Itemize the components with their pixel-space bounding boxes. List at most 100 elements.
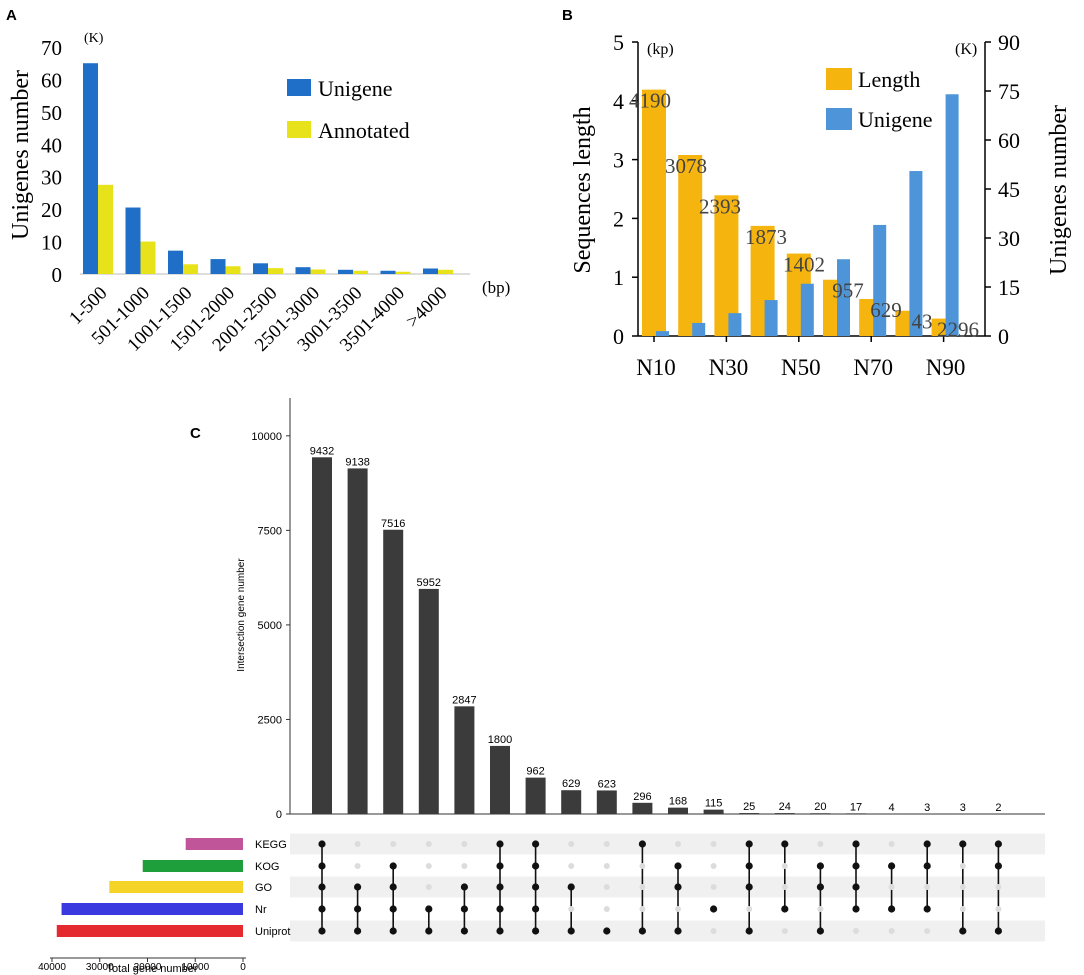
panel-b-y2-tick-4: 60 <box>998 128 1020 153</box>
panel-a-bar-unigene-4 <box>253 263 268 274</box>
panel-b-data-label-1: 3078 <box>665 154 707 178</box>
panel-c-matrix-dot-7-3 <box>568 906 575 912</box>
panel-c-matrix-dot-3-2 <box>425 884 432 890</box>
panel-c-bar-label-19: 2 <box>995 802 1001 814</box>
panel-c-set-axis-tick-0: 40000 <box>38 962 66 973</box>
panel-c-matrix-dot-16-4 <box>888 928 895 934</box>
panel-c-bar-label-6: 962 <box>526 766 544 778</box>
panel-c-matrix-dot-19-3 <box>995 906 1002 912</box>
panel-c-bar-13 <box>774 813 795 814</box>
panel-b-bar-unigene-5 <box>837 259 850 336</box>
panel-a-y-unit: (K) <box>84 31 104 46</box>
panel-c-matrix-dot-12-1 <box>745 862 753 870</box>
panel-c-matrix-dot-11-4 <box>710 928 717 934</box>
panel-c-matrix-dot-8-4 <box>603 927 611 935</box>
panel-c-matrix-dot-17-2 <box>924 884 931 890</box>
panel-c-matrix-dot-14-0 <box>817 841 824 847</box>
panel-c-matrix-dot-2-2 <box>389 883 397 891</box>
panel-c-matrix-dot-7-0 <box>568 841 575 847</box>
panel-c-matrix-dot-13-1 <box>781 863 788 869</box>
panel-c-matrix-dot-3-1 <box>425 863 432 869</box>
panel-c-bar-label-9: 296 <box>633 791 651 803</box>
panel-c-bar-label-18: 3 <box>960 802 966 814</box>
panel-c-bar-4 <box>454 706 475 814</box>
panel-c-matrix-dot-1-4 <box>354 927 362 935</box>
panel-c-bar-label-10: 168 <box>669 796 687 808</box>
panel-b-legend-unigene: Unigene <box>858 107 933 132</box>
panel-c-matrix-dot-17-0 <box>923 840 931 848</box>
panel-c-matrix-dot-3-4 <box>425 927 433 935</box>
panel-c-y-tick-0: 0 <box>276 809 282 821</box>
panel-a-chart: (K) (bp) Unigenes number Unigene Annotat… <box>8 31 510 356</box>
panel-c-matrix-dot-5-1 <box>496 862 504 870</box>
panel-c-matrix-dot-12-2 <box>745 883 753 891</box>
panel-c-set-label-go: GO <box>255 882 273 894</box>
panel-c-matrix-dot-13-4 <box>781 928 788 934</box>
panel-c-bar-label-17: 3 <box>924 802 930 814</box>
panel-a-legend-annotated: Annotated <box>318 118 410 143</box>
panel-b-bar-unigene-6 <box>873 224 887 336</box>
panel-c-matrix-dot-3-0 <box>425 841 432 847</box>
panel-b-legend-length: Length <box>858 67 920 92</box>
panel-c-bar-label-1: 9138 <box>345 456 369 468</box>
panel-b-x-tick-4: N50 <box>781 355 821 380</box>
panel-b-x-tick-0: N10 <box>636 355 676 380</box>
panel-c-bar-14 <box>810 813 831 814</box>
panel-c-matrix-dot-9-2 <box>639 884 646 890</box>
panel-a-bar-annotated-0 <box>98 184 113 274</box>
panel-c-matrix-dot-1-2 <box>354 883 362 891</box>
panel-c-matrix-dot-10-2 <box>674 883 682 891</box>
panel-c-x-label: Total gene number <box>106 963 197 975</box>
panel-b-y2-tick-0: 0 <box>998 324 1009 349</box>
panel-c-set-axis-tick-1: 30000 <box>86 962 114 973</box>
panel-c-matrix-dot-0-2 <box>318 883 326 891</box>
panel-c-matrix-dot-14-1 <box>816 862 825 870</box>
panel-b-bar-unigene-8 <box>945 94 959 337</box>
panel-c-y-tick-1: 2500 <box>258 714 282 726</box>
panel-b-data-label-2: 2393 <box>699 194 741 218</box>
panel-c-bar-label-12: 25 <box>743 801 755 813</box>
panel-b-y2-label: Unigenes number <box>1046 105 1072 275</box>
panel-a-bar-unigene-7 <box>380 270 396 274</box>
panel-b-y-unit: (kp) <box>647 41 674 58</box>
panel-c-matrix-dot-6-2 <box>532 883 540 891</box>
panel-c-bar-0 <box>312 457 332 814</box>
panel-b-y2-tick-5: 75 <box>998 79 1020 104</box>
panel-c-y-label: Intersection gene number <box>236 558 247 672</box>
panel-a-y-tick-5: 50 <box>41 101 62 125</box>
panel-c-matrix-dot-19-4 <box>994 927 1003 935</box>
panel-b-y-tick-4: 4 <box>613 89 624 114</box>
panel-c-set-axis-tick-4: 0 <box>240 962 246 973</box>
panel-a-y-tick-0: 0 <box>52 263 63 287</box>
panel-b-x-tick-8: N90 <box>926 355 966 380</box>
panel-c-matrix-dot-10-4 <box>674 927 682 935</box>
panel-b-bar-unigene-3 <box>764 300 778 336</box>
panel-b-y2-tick-6: 90 <box>998 30 1020 55</box>
panel-b-bar-length-0 <box>642 89 666 337</box>
panel-a-bar-annotated-1 <box>140 241 156 274</box>
panel-c-bar-label-11: 115 <box>705 798 723 810</box>
panel-c-matrix-dot-4-2 <box>460 883 468 891</box>
panel-b-y-tick-1: 1 <box>613 265 624 290</box>
panel-a-bar-unigene-8 <box>423 268 438 274</box>
panel-b-bar-unigene-7 <box>909 171 923 336</box>
panel-b-legend-swatch-unigene <box>826 108 852 130</box>
panel-c-bar-label-4: 2847 <box>452 694 476 706</box>
panel-c-y-tick-4: 10000 <box>251 431 282 443</box>
panel-c-matrix-dot-1-3 <box>354 905 362 913</box>
panel-a-x-tick-8: >4000 <box>402 283 451 332</box>
panel-c-matrix-dot-11-3 <box>710 905 718 913</box>
panel-c-bar-label-16: 4 <box>889 802 895 814</box>
panel-c-y-tick-3: 7500 <box>258 525 282 537</box>
panel-c-matrix-dot-18-3 <box>959 906 966 912</box>
panel-b-y-tick-3: 3 <box>613 148 624 173</box>
panel-c-matrix-dot-17-3 <box>923 905 931 913</box>
panel-c-set-bar-kegg <box>185 838 243 850</box>
panel-c-y-tick-2: 5000 <box>258 620 282 632</box>
panel-a-bar-unigene-0 <box>83 63 98 274</box>
panel-c-matrix-dot-7-1 <box>568 863 575 869</box>
panel-c-set-axis-tick-2: 20000 <box>134 962 162 973</box>
panel-a-y-label: Unigenes number <box>8 70 34 240</box>
panel-c-matrix-dot-10-0 <box>675 841 681 847</box>
panel-a-x-unit: (bp) <box>482 278 510 297</box>
